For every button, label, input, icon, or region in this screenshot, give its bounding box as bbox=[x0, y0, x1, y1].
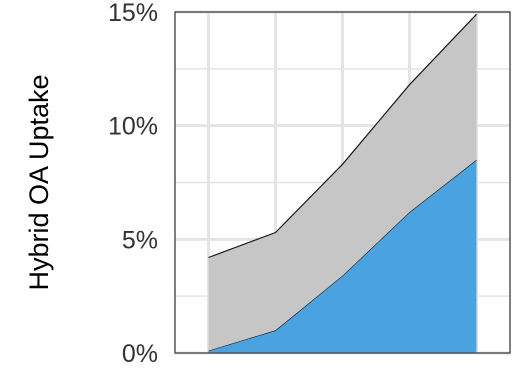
area-series-2 bbox=[208, 14, 477, 351]
area-series-2-outline bbox=[208, 13, 477, 259]
y-tick-label: 10% bbox=[108, 113, 158, 141]
panel-border bbox=[174, 11, 511, 354]
y-tick-label: 15% bbox=[108, 0, 158, 27]
y-tick-label: 5% bbox=[122, 226, 158, 254]
y-tick-labels: 0% 5% 10% 15% bbox=[108, 0, 158, 368]
area-series-1 bbox=[208, 159, 477, 353]
y-axis-title: Hybrid OA Uptake bbox=[24, 74, 54, 290]
y-tick-label: 0% bbox=[122, 340, 158, 368]
stacked-areas bbox=[208, 13, 477, 353]
